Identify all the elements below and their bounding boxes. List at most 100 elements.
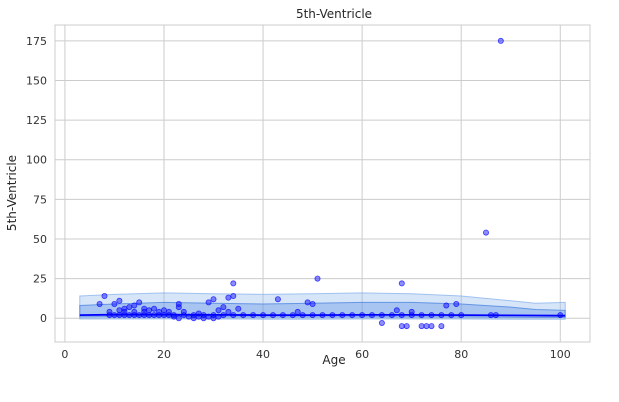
data-point xyxy=(155,308,162,315)
data-point xyxy=(418,323,425,330)
data-point xyxy=(126,312,133,319)
chart-title: 5th-Ventricle xyxy=(296,7,372,21)
data-point xyxy=(131,302,138,309)
data-point xyxy=(428,312,435,319)
x-tick-label: 0 xyxy=(61,348,68,361)
data-point xyxy=(438,323,445,330)
data-point xyxy=(220,304,227,311)
data-point xyxy=(423,323,430,330)
data-point xyxy=(155,312,162,319)
data-point xyxy=(146,312,153,319)
data-point xyxy=(230,280,237,287)
data-point xyxy=(151,305,158,312)
data-point xyxy=(225,294,232,301)
x-tick-label: 80 xyxy=(454,348,468,361)
y-tick-label: 125 xyxy=(26,114,47,127)
data-point xyxy=(210,296,217,303)
data-point xyxy=(116,297,123,304)
data-point xyxy=(141,308,148,315)
data-point xyxy=(368,312,375,319)
data-point xyxy=(443,302,450,309)
x-tick-label: 40 xyxy=(256,348,270,361)
data-point xyxy=(458,312,465,319)
y-tick-label: 100 xyxy=(26,154,47,167)
data-point xyxy=(180,308,187,315)
data-point xyxy=(408,312,415,319)
data-point xyxy=(289,312,296,319)
data-point xyxy=(482,229,489,236)
data-point xyxy=(393,307,400,314)
data-point xyxy=(170,312,177,319)
data-point xyxy=(106,312,113,319)
data-point xyxy=(106,308,113,315)
data-point xyxy=(279,312,286,319)
y-axis-label: 5th-Ventricle xyxy=(5,155,19,231)
data-point xyxy=(131,308,138,315)
data-point xyxy=(205,313,212,320)
plot-frame xyxy=(54,24,591,343)
data-point xyxy=(220,312,227,319)
data-point xyxy=(136,299,143,306)
data-point xyxy=(121,312,128,319)
y-tick-labels: 0 25 50 75 100 125 150 175 xyxy=(26,35,47,325)
data-point xyxy=(225,308,232,315)
y-tick-label: 0 xyxy=(40,312,47,325)
x-tick-labels: 0 20 40 60 80 100 xyxy=(61,348,570,361)
data-point xyxy=(250,312,257,319)
data-point xyxy=(101,292,108,299)
data-point xyxy=(126,304,133,311)
data-point xyxy=(309,312,316,319)
data-point xyxy=(151,312,158,319)
fit-line-layer xyxy=(79,313,566,317)
data-point xyxy=(131,312,138,319)
data-point xyxy=(309,300,316,307)
data-point xyxy=(165,312,172,319)
data-point xyxy=(378,312,385,319)
y-tick-label: 150 xyxy=(26,74,47,87)
data-point xyxy=(557,312,564,319)
data-point xyxy=(240,312,247,319)
data-point xyxy=(136,312,143,319)
x-axis-label: Age xyxy=(322,353,345,367)
data-point xyxy=(170,313,177,320)
data-point xyxy=(497,37,504,44)
data-point xyxy=(180,312,187,319)
x-tick-label: 100 xyxy=(550,348,571,361)
data-point xyxy=(235,305,242,312)
x-tick-label: 60 xyxy=(355,348,369,361)
data-point xyxy=(260,312,267,319)
x-tick-label: 20 xyxy=(157,348,171,361)
data-point xyxy=(210,315,217,322)
data-point xyxy=(205,299,212,306)
data-point xyxy=(165,308,172,315)
data-point xyxy=(185,313,192,320)
data-point xyxy=(453,300,460,307)
data-point xyxy=(269,312,276,319)
data-point xyxy=(428,323,435,330)
data-point xyxy=(487,312,494,319)
data-point xyxy=(111,300,118,307)
data-point xyxy=(492,312,499,319)
data-point xyxy=(195,313,202,320)
data-point xyxy=(378,319,385,326)
data-point xyxy=(294,308,301,315)
data-point xyxy=(448,312,455,319)
y-tick-label: 50 xyxy=(33,233,47,246)
data-point xyxy=(274,296,281,303)
data-point xyxy=(314,275,321,282)
data-point xyxy=(215,313,222,320)
grid xyxy=(55,25,590,342)
data-point xyxy=(304,299,311,306)
data-point xyxy=(121,308,128,315)
data-point xyxy=(398,323,405,330)
fit-line xyxy=(79,313,566,317)
data-point xyxy=(230,312,237,319)
data-point xyxy=(438,312,445,319)
data-point xyxy=(200,315,207,322)
data-point xyxy=(175,304,182,311)
y-tick-label: 25 xyxy=(33,273,47,286)
y-tick-label: 75 xyxy=(33,193,47,206)
data-point xyxy=(175,300,182,307)
data-point xyxy=(403,323,410,330)
